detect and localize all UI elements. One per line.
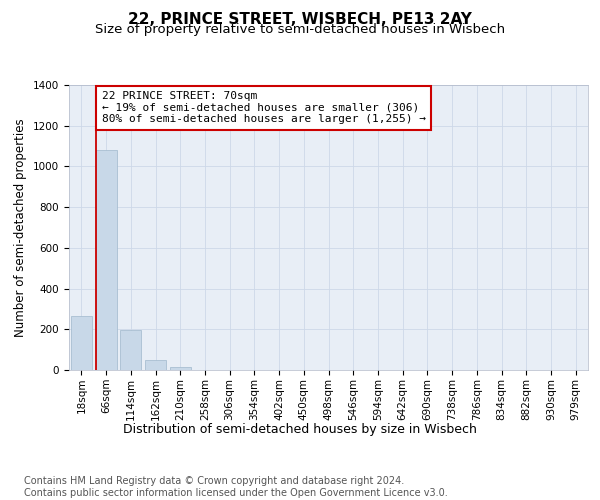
- Bar: [95, 150, 116, 370]
- Text: 22 PRINCE STREET: 70sqm
← 19% of semi-detached houses are smaller (306)
80% of s: 22 PRINCE STREET: 70sqm ← 19% of semi-de…: [101, 91, 425, 124]
- Bar: [71, 316, 92, 370]
- Bar: [120, 330, 141, 370]
- Text: Size of property relative to semi-detached houses in Wisbech: Size of property relative to semi-detach…: [95, 22, 505, 36]
- Text: Distribution of semi-detached houses by size in Wisbech: Distribution of semi-detached houses by …: [123, 422, 477, 436]
- Y-axis label: Number of semi-detached properties: Number of semi-detached properties: [14, 118, 28, 337]
- Bar: [145, 360, 166, 370]
- Bar: [170, 367, 191, 370]
- Text: 22, PRINCE STREET, WISBECH, PE13 2AY: 22, PRINCE STREET, WISBECH, PE13 2AY: [128, 12, 472, 28]
- Text: Contains HM Land Registry data © Crown copyright and database right 2024.
Contai: Contains HM Land Registry data © Crown c…: [24, 476, 448, 498]
